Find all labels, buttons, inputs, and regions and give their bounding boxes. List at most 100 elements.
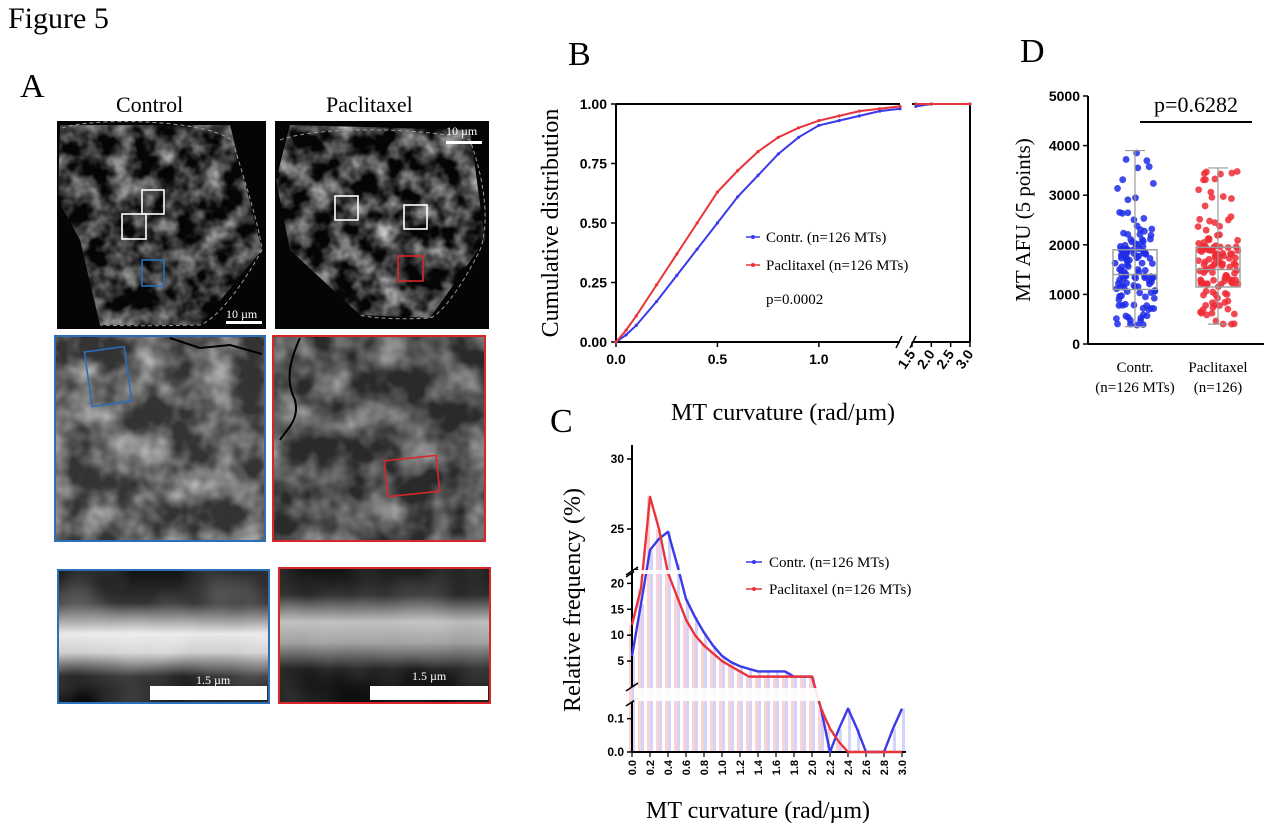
y-tick-label: 0.25 xyxy=(580,275,607,291)
x-tick-label: 3.0 xyxy=(897,760,909,775)
x-tick-label: 2.8 xyxy=(879,760,891,775)
data-point xyxy=(1200,291,1207,299)
data-point xyxy=(1228,169,1236,177)
x-tick-label: 0.6 xyxy=(681,760,693,775)
data-point xyxy=(1209,269,1216,276)
frequency-bar xyxy=(764,676,767,752)
frequency-bar xyxy=(740,666,743,752)
data-point xyxy=(817,119,821,123)
data-point xyxy=(1211,175,1219,183)
data-point xyxy=(1148,260,1156,267)
frequency-bar xyxy=(902,708,905,752)
scale-label-paclitaxel: 10 µm xyxy=(446,124,478,138)
data-point xyxy=(1216,222,1224,230)
x-tick-label: 1.8 xyxy=(789,760,801,775)
data-point xyxy=(1132,274,1140,282)
y-tick-label: 30 xyxy=(611,452,625,466)
data-point xyxy=(614,340,618,344)
scale-label-zoom-paclitaxel: 1.5 µm xyxy=(412,669,447,683)
data-point xyxy=(1196,215,1204,223)
axis-break-mark xyxy=(909,335,917,349)
frequency-bar xyxy=(695,617,698,752)
data-point xyxy=(624,333,628,337)
x-tick-label: 2.2 xyxy=(825,760,837,775)
data-point xyxy=(1139,304,1147,312)
data-point xyxy=(654,283,659,287)
frequency-bar xyxy=(722,655,725,752)
data-point xyxy=(1207,246,1215,254)
data-point xyxy=(1121,300,1129,308)
data-point xyxy=(857,114,862,118)
frequency-bar xyxy=(656,529,659,752)
data-point xyxy=(796,135,801,139)
data-point xyxy=(1215,254,1223,262)
frequency-bar xyxy=(794,676,797,752)
panel-c-frequency-chart: 0.0 0.1 5 10 15 20 25 30 0.0 0.2 0.4 0.6 0.8 1.0 1.2 1.… xyxy=(560,445,911,824)
x-axis-label: MT curvature (rad/µm) xyxy=(646,798,870,824)
data-point xyxy=(1230,310,1238,318)
data-point xyxy=(715,221,720,225)
data-point xyxy=(1115,302,1123,309)
data-point xyxy=(1216,231,1223,239)
y-tick-label: 0 xyxy=(1072,336,1080,352)
frequency-bar xyxy=(677,564,680,752)
data-point xyxy=(837,114,841,118)
x-tick-label: 2.0 xyxy=(807,760,819,775)
data-point xyxy=(1148,225,1156,233)
data-point xyxy=(1134,283,1142,291)
y-tick-label: 0.50 xyxy=(580,215,607,231)
data-point xyxy=(837,119,841,123)
data-point xyxy=(1122,156,1130,163)
data-point xyxy=(1205,236,1213,244)
legend-marker xyxy=(751,263,755,267)
x-tick-label: 0.8 xyxy=(699,760,711,775)
data-point xyxy=(1135,252,1142,260)
x-tick-label: 1.0 xyxy=(809,351,829,367)
frequency-bar xyxy=(665,573,668,752)
control-cell-image xyxy=(57,121,266,329)
frequency-bar xyxy=(731,662,734,752)
data-point xyxy=(1228,195,1235,202)
data-point xyxy=(1124,196,1132,204)
frequency-bar xyxy=(782,676,785,752)
paclitaxel-cell-image xyxy=(275,121,489,329)
data-point xyxy=(1223,290,1231,298)
data-point xyxy=(1201,202,1209,210)
control-zoom-box xyxy=(141,259,165,287)
data-point xyxy=(1203,311,1211,319)
frequency-bar xyxy=(686,598,689,752)
axis-break-band xyxy=(634,688,908,701)
x-tick-label: 1.2 xyxy=(735,760,747,775)
data-point xyxy=(675,252,679,256)
data-point xyxy=(1114,185,1121,192)
y-tick-label: 2000 xyxy=(1049,237,1080,253)
data-point xyxy=(1140,215,1148,222)
y-tick-label: 1.00 xyxy=(580,96,607,112)
data-point xyxy=(796,126,801,130)
frequency-bar xyxy=(848,708,851,752)
data-point xyxy=(1136,289,1144,297)
data-point xyxy=(1141,266,1149,274)
y-tick-label: 10 xyxy=(611,628,625,642)
x-tick-label: 3.0 xyxy=(952,346,976,371)
data-point xyxy=(1224,305,1232,313)
data-point xyxy=(1228,250,1236,258)
data-point xyxy=(1126,256,1133,264)
data-point xyxy=(1210,276,1217,284)
frequency-bar xyxy=(719,661,722,752)
data-point xyxy=(1211,219,1219,227)
frequency-bar xyxy=(821,708,824,752)
data-point xyxy=(1227,213,1235,221)
data-point xyxy=(1202,176,1209,184)
scale-bar xyxy=(226,321,262,324)
data-point xyxy=(914,102,918,106)
figure-title: Figure 5 xyxy=(8,2,109,35)
data-point xyxy=(878,109,882,113)
data-point xyxy=(1219,249,1227,257)
data-point xyxy=(1221,299,1229,306)
data-point xyxy=(1112,315,1120,323)
paclitaxel-straightened-mt xyxy=(278,567,491,704)
frequency-bar xyxy=(674,596,677,752)
data-point xyxy=(624,328,628,332)
frequency-bar xyxy=(809,676,812,752)
